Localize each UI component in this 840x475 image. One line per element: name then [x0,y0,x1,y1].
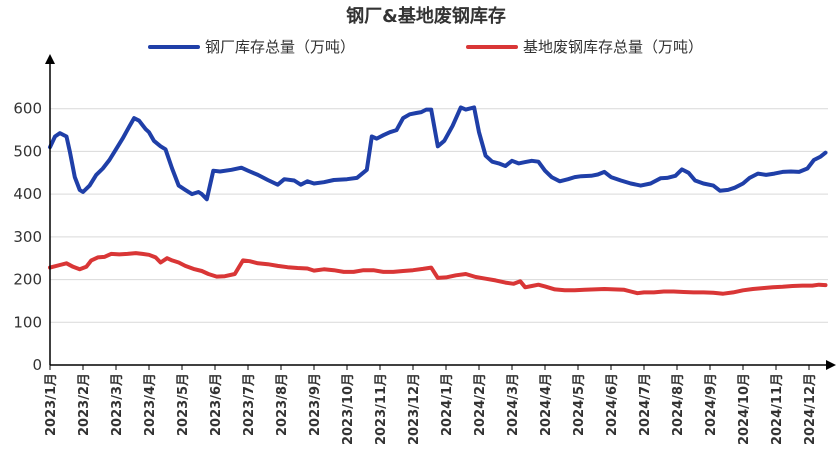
x-tick-label: 2023/12月 [407,373,422,445]
x-tick-label: 2024/1月 [440,373,455,436]
series-line-steel-mill [48,105,828,202]
x-tick-label: 2024/5月 [572,373,587,436]
x-tick-label: 2023/11月 [374,373,389,445]
x-tick-label: 2023/8月 [275,373,290,436]
y-tick-label: 200 [13,271,42,289]
y-tick-label: 0 [32,356,42,374]
x-tick-label: 2023/10月 [341,373,356,445]
x-tick-label: 2023/1月 [44,373,59,436]
x-tick-label: 2024/9月 [704,373,719,436]
series-line-base-scrap [48,251,828,296]
x-tick-label: 2023/3月 [110,373,125,436]
y-tick-label: 600 [13,100,42,118]
x-tick-label: 2024/7月 [638,373,653,436]
legend-label-steel-mill: 钢厂库存总量（万吨） [205,38,355,56]
axes [45,54,836,370]
x-tick-label: 2024/2月 [473,373,488,436]
x-tick-label: 2024/12月 [803,373,818,445]
y-tick-label: 300 [13,228,42,246]
x-tick-label: 2023/5月 [176,373,191,436]
chart-title: 钢厂&基地废钢库存 [346,5,506,27]
legend-item-steel-mill: 钢厂库存总量（万吨） [148,38,355,56]
x-tick-label: 2024/10月 [737,373,752,445]
legend-label-base-scrap: 基地废钢库存总量（万吨） [523,38,703,56]
x-tick-label: 2024/3月 [506,373,521,436]
x-tick-label: 2023/4月 [143,373,158,436]
legend: 钢厂库存总量（万吨） 基地废钢库存总量（万吨） [148,38,703,56]
y-tick-label: 100 [13,313,42,331]
gridlines [50,108,828,323]
x-tick-label: 2024/4月 [539,373,554,436]
y-axis-ticks: 0 100 200 300 400 500 600 [13,100,42,374]
x-tick-label: 2023/6月 [209,373,224,436]
x-axis-ticks: 2023/1月 2023/2月 2023/3月 2023/4月 2023/5月 2023/… [44,365,818,445]
x-tick-label: 2023/9月 [308,373,323,436]
x-tick-label: 2023/7月 [242,373,257,436]
x-tick-label: 2024/6月 [605,373,620,436]
legend-item-base-scrap: 基地废钢库存总量（万吨） [466,38,703,56]
x-tick-label: 2023/2月 [77,373,92,436]
x-tick-label: 2024/11月 [770,373,785,445]
y-tick-label: 500 [13,142,42,160]
series-lines [48,105,828,296]
x-tick-label: 2024/8月 [671,373,686,436]
x-axis-arrow-icon [826,360,836,370]
y-axis-arrow-icon [45,54,55,64]
y-tick-label: 400 [13,185,42,203]
